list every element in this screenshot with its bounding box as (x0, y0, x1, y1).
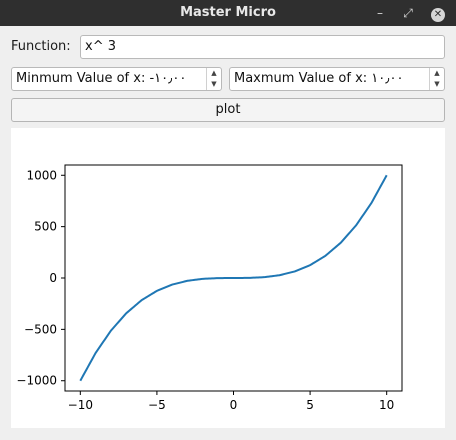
series-line-0 (79, 174, 388, 382)
plot-canvas: −10 −5 0 5 10 −1000 −500 0 500 1000 (11, 128, 445, 428)
minimize-icon[interactable]: – (377, 6, 383, 20)
y-tick-label: −1000 (16, 374, 57, 388)
max-x-stepper: ▲ ▼ (429, 68, 444, 90)
y-tick-label: 0 (49, 271, 57, 285)
x-tick-label: 0 (230, 398, 238, 412)
min-x-up-arrow-icon[interactable]: ▲ (211, 69, 217, 77)
title-bar: Master Micro – ⤢ ✕ (0, 0, 456, 26)
max-x-down-arrow-icon[interactable]: ▼ (434, 80, 440, 88)
line-chart: −10 −5 0 5 10 −1000 −500 0 500 1000 (16, 164, 403, 412)
function-label: Function: (11, 39, 71, 54)
min-x-stepper: ▲ ▼ (206, 68, 221, 90)
close-icon[interactable]: ✕ (428, 3, 448, 23)
min-x-value: Minmum Value of x: -۱۰٫۰۰ (16, 71, 187, 86)
x-tick-label: −10 (68, 398, 93, 412)
function-input[interactable]: x^ 3 (80, 35, 445, 59)
max-x-up-arrow-icon[interactable]: ▲ (434, 69, 440, 77)
max-x-spinbox[interactable]: Maxmum Value of x: ۱۰٫۰۰ ▲ ▼ (229, 67, 445, 91)
y-tick-label: −500 (24, 322, 57, 336)
plot-button[interactable]: plot (11, 98, 445, 122)
window-title: Master Micro (180, 5, 276, 20)
y-tick-label: 500 (34, 220, 57, 234)
min-x-spinbox[interactable]: Minmum Value of x: -۱۰٫۰۰ ▲ ▼ (11, 67, 222, 91)
x-tick-label: 5 (306, 398, 314, 412)
restore-icon[interactable]: ⤢ (403, 6, 413, 20)
min-x-down-arrow-icon[interactable]: ▼ (211, 80, 217, 88)
y-tick-label: 1000 (26, 168, 57, 182)
x-tick-label: 10 (379, 398, 394, 412)
max-x-value: Maxmum Value of x: ۱۰٫۰۰ (234, 71, 404, 86)
x-tick-label: −5 (148, 398, 166, 412)
